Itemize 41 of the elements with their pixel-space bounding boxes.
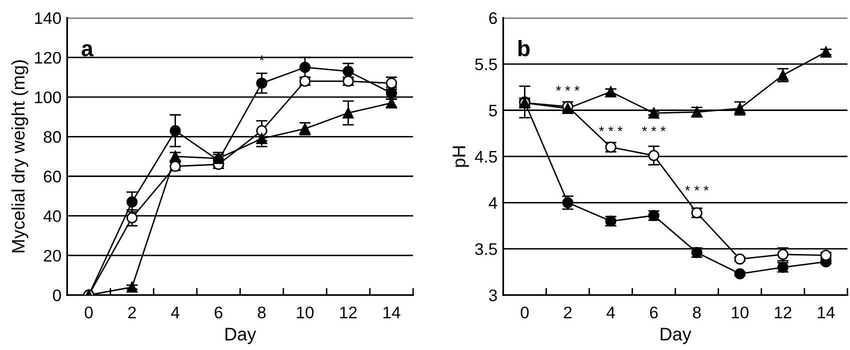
x-tick-label: 12 — [340, 306, 357, 318]
y-tick-label: 140 — [35, 12, 61, 24]
y-tick-label: 80 — [44, 131, 61, 143]
annotation: * * * — [642, 126, 666, 132]
x-tick-label: 12 — [774, 306, 792, 318]
x-tick-label: 14 — [818, 306, 835, 318]
x-axis-title: Day — [226, 328, 256, 344]
y-tick-label: 6 — [489, 12, 497, 24]
y-tick-label: 5 — [489, 104, 497, 116]
x-tick-label: 10 — [732, 306, 748, 318]
x-tick-label: 0 — [84, 306, 93, 318]
x-tick-label: 8 — [692, 306, 701, 318]
y-tick-label: 4 — [488, 197, 498, 209]
x-tick-label: 4 — [606, 306, 615, 318]
annotation: * * * — [599, 126, 623, 132]
y-tick-label: 20 — [44, 250, 61, 262]
x-tick-label: 0 — [520, 306, 529, 318]
y-tick-label: 40 — [43, 210, 61, 222]
y-tick-label: 3.5 — [475, 243, 497, 256]
annotation: * * * — [685, 186, 709, 191]
x-tick-label: 6 — [214, 306, 222, 318]
text: b — [518, 40, 530, 56]
y-tick-label: 120 — [35, 52, 61, 64]
x-tick-label: 10 — [296, 306, 314, 318]
annotation: * * * — [556, 86, 580, 91]
x-tick-label: 2 — [564, 306, 572, 318]
x-axis-title: Day — [660, 328, 692, 344]
y-tick-label: 5.5 — [475, 58, 497, 70]
y-tick-label: 3 — [489, 289, 497, 302]
x-tick-label: 4 — [171, 306, 180, 318]
x-tick-label: 2 — [128, 306, 136, 318]
y-tick-label: 4.5 — [474, 151, 497, 163]
y-tick-label: 100 — [35, 91, 61, 104]
x-tick-label: 6 — [650, 306, 658, 318]
x-tick-label: 8 — [258, 306, 266, 318]
x-tick-label: 14 — [383, 306, 400, 318]
text: a — [82, 44, 94, 56]
y-tick-label: 60 — [44, 170, 61, 182]
y-tick-label: 0 — [52, 289, 61, 302]
y-axis-title: Mycelial dry weight (mg) — [11, 60, 28, 252]
y-axis-title: pH — [452, 146, 469, 167]
